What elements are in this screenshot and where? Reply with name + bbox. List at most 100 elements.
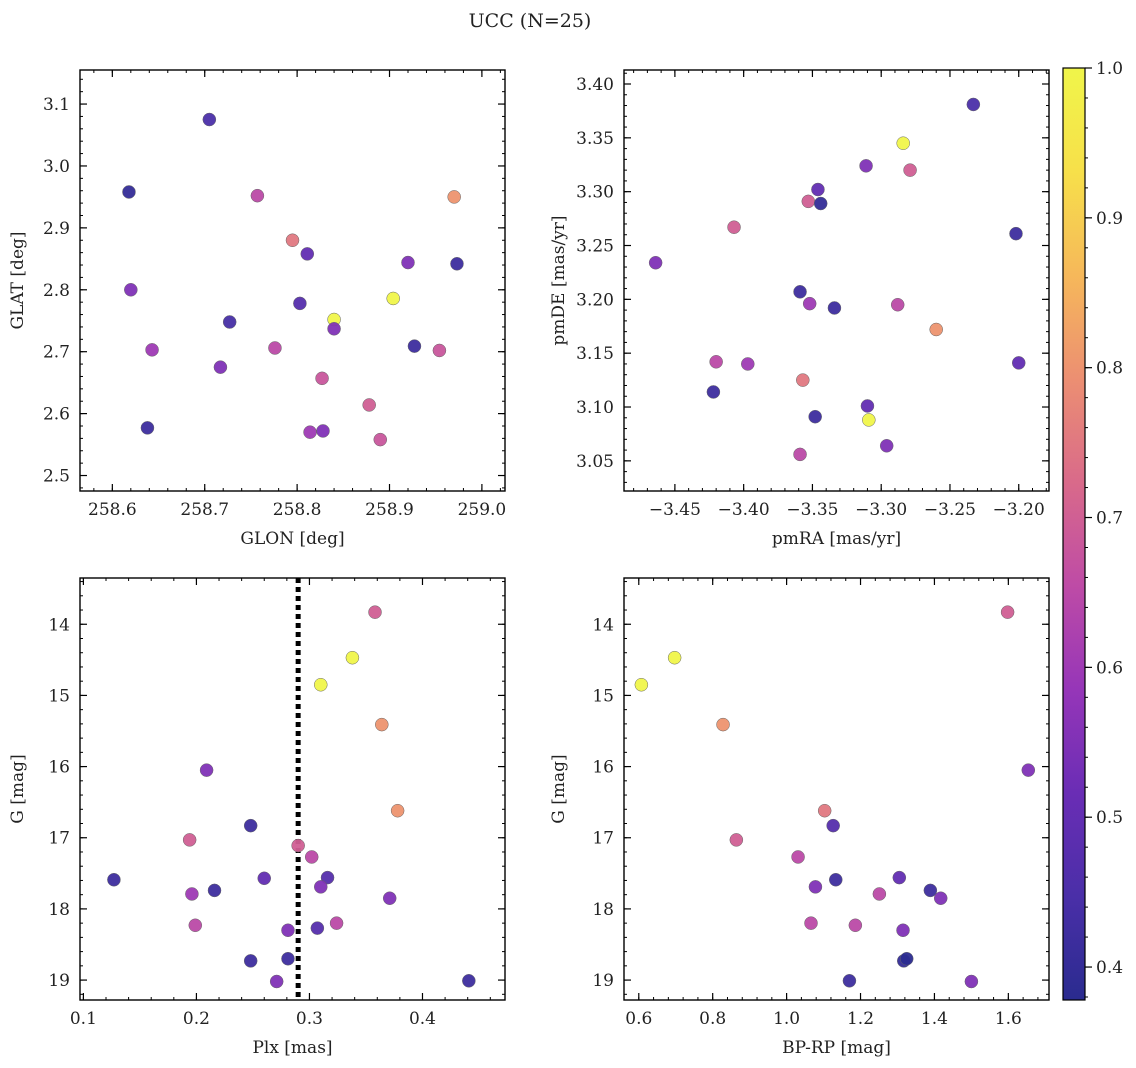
- scatter-point: [1000, 605, 1015, 619]
- scatter-point: [667, 650, 682, 665]
- y-tick-label: 3.40: [576, 75, 614, 95]
- y-tick-label: 16: [592, 758, 614, 778]
- colorbar-tick-label: 0.6: [1096, 658, 1123, 678]
- scatter-point: [896, 923, 910, 938]
- y-tick-label: 14: [592, 615, 614, 635]
- scatter-point: [293, 296, 307, 311]
- scatter-point: [199, 763, 214, 777]
- y-tick-label: 17: [592, 829, 614, 849]
- x-tick-label: 258.6: [88, 500, 137, 520]
- y-tick-label: 3.10: [576, 398, 614, 418]
- x-tick-label: 0.6: [625, 1009, 652, 1029]
- scatter-point: [207, 883, 222, 898]
- scatter-point: [401, 255, 415, 270]
- scatter-point: [122, 185, 136, 199]
- scatter-point: [345, 650, 360, 665]
- x-tick-label: 1.6: [995, 1009, 1022, 1029]
- scatter-point: [648, 255, 663, 270]
- x-tick-label: −3.40: [718, 500, 770, 520]
- scatter-point: [899, 951, 914, 966]
- y-axis-label: pmDE [mas/yr]: [549, 215, 569, 345]
- scatter-point: [827, 301, 842, 315]
- y-tick-label: 2.5: [43, 467, 70, 487]
- scatter-point: [281, 951, 295, 966]
- x-axis-label: Plx [mas]: [252, 1038, 332, 1058]
- scatter-point: [285, 233, 300, 248]
- colorbar-tick-label: 1.0: [1096, 59, 1123, 79]
- scatter-point: [804, 916, 818, 930]
- x-tick-label: 1.2: [847, 1009, 874, 1029]
- scatter-point: [741, 357, 755, 371]
- scatter-point: [791, 850, 805, 864]
- scatter-point: [373, 432, 388, 447]
- x-tick-label: 258.8: [273, 500, 322, 520]
- scatter-point: [933, 891, 948, 905]
- y-axis-label: G [mag]: [549, 754, 569, 823]
- panel-pm: −3.45 −3.40 −3.35 −3.30 −3.25 −3.20 3.05 3.10 3.…: [549, 69, 1050, 549]
- scatter-point: [793, 447, 807, 462]
- y-tick-label: 3.0: [43, 157, 70, 177]
- colorbar-tick-label: 0.8: [1096, 359, 1123, 379]
- scatter-point: [407, 339, 422, 353]
- scatter-point: [329, 916, 344, 930]
- colorbar-gradient: [1062, 67, 1086, 1001]
- scatter-point: [826, 818, 840, 833]
- y-tick-label: 15: [48, 686, 70, 706]
- scatter-point: [447, 190, 461, 204]
- x-axis-label: pmRA [mas/yr]: [772, 529, 901, 549]
- scatter-point: [124, 283, 138, 297]
- scatter-point: [188, 918, 203, 933]
- scatter-point: [300, 247, 315, 261]
- x-tick-label: 258.7: [180, 500, 229, 520]
- scatter-point: [793, 285, 807, 299]
- scatter-point: [964, 974, 979, 989]
- scatter-point: [716, 717, 730, 732]
- x-tick-label: 1.0: [773, 1009, 800, 1029]
- scatter-point: [281, 923, 295, 938]
- y-tick-label: 17: [48, 829, 70, 849]
- x-axis-label: BP-RP [mag]: [782, 1038, 891, 1058]
- scatter-point: [808, 880, 823, 894]
- x-tick-label: 259.0: [458, 500, 507, 520]
- scatter-point: [860, 399, 875, 413]
- scatter-point: [872, 887, 887, 901]
- scatter-point: [817, 803, 832, 818]
- scatter-point: [386, 291, 400, 306]
- y-tick-label: 3.15: [576, 344, 614, 364]
- scatter-point: [257, 871, 271, 886]
- y-tick-label: 19: [48, 971, 70, 991]
- y-tick-label: 14: [48, 615, 70, 635]
- y-tick-label: 16: [48, 758, 70, 778]
- figure-title: UCC (N=25): [469, 10, 592, 32]
- scatter-point: [390, 803, 405, 818]
- scatter-point: [879, 439, 894, 453]
- scatter-point: [362, 398, 376, 412]
- x-tick-label: 0.8: [699, 1009, 726, 1029]
- scatter-point: [813, 196, 828, 211]
- scatter-point: [1021, 763, 1036, 777]
- x-tick-label: 0.4: [409, 1009, 436, 1029]
- scatter-point: [314, 677, 328, 692]
- scatter-point: [243, 818, 258, 833]
- axes-frame: [623, 577, 1050, 1001]
- x-tick-label: 258.9: [365, 500, 414, 520]
- scatter-point: [140, 421, 155, 435]
- scatter-point: [213, 360, 228, 374]
- scatter-point: [243, 954, 258, 968]
- scatter-point: [903, 163, 917, 177]
- x-tick-label: 0.2: [183, 1009, 210, 1029]
- x-tick-label: 1.4: [921, 1009, 948, 1029]
- x-tick-label: −3.25: [924, 500, 976, 520]
- colorbar-tick-label: 0.5: [1096, 808, 1123, 828]
- scatter-point: [890, 297, 905, 312]
- y-tick-label: 3.35: [576, 129, 614, 149]
- y-tick-label: 15: [592, 686, 614, 706]
- y-tick-label: 3.20: [576, 290, 614, 310]
- y-tick-label: 3.30: [576, 183, 614, 203]
- scatter-point: [634, 677, 649, 692]
- scatter-point: [291, 838, 305, 853]
- scatter-point: [966, 97, 981, 112]
- colorbar-tick-label: 0.7: [1096, 509, 1123, 529]
- scatter-point: [802, 296, 817, 311]
